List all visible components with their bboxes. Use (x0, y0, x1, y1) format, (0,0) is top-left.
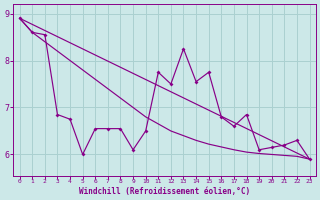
X-axis label: Windchill (Refroidissement éolien,°C): Windchill (Refroidissement éolien,°C) (79, 187, 250, 196)
